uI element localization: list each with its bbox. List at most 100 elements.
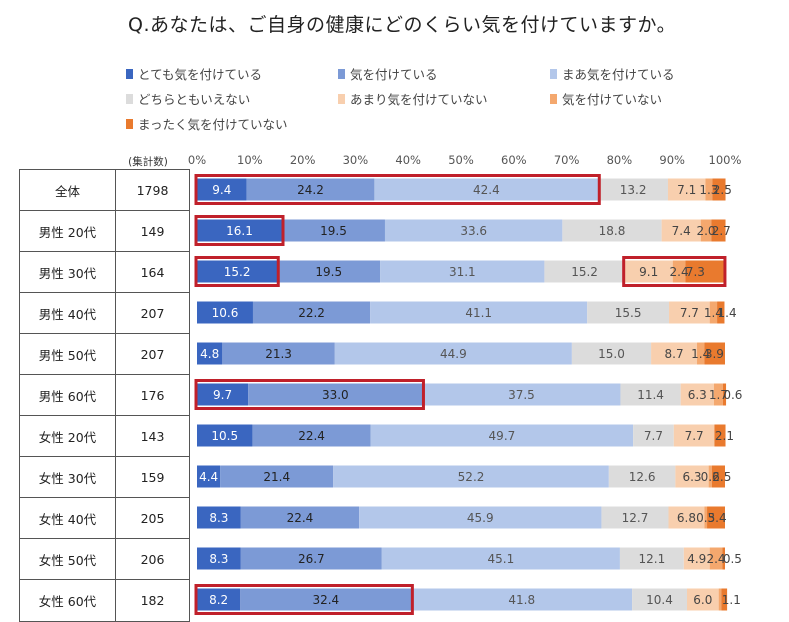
bar-segment (712, 178, 726, 201)
bar-segment (587, 301, 670, 324)
legend-swatch (126, 118, 133, 129)
bar-segment (704, 506, 708, 529)
bar-segment (709, 547, 723, 570)
row-label: 女性 60代 (20, 580, 116, 621)
row-count: 164 (140, 265, 165, 280)
data-label: 1.1 (722, 593, 741, 607)
data-label: 12.1 (639, 552, 666, 566)
row-label: 男性 30代 (20, 252, 116, 293)
data-label: 21.3 (265, 347, 292, 361)
bar-segment (240, 588, 412, 611)
data-label: 22.4 (287, 511, 314, 525)
data-label: 9.7 (213, 388, 232, 402)
legend-label: とても気を付けている (138, 67, 263, 82)
highlight-box (194, 174, 601, 205)
data-label: 2.4 (706, 552, 725, 566)
bar-segment (240, 547, 382, 570)
bar-segment (277, 260, 381, 283)
data-label: 24.2 (297, 183, 324, 197)
data-label: 3.9 (705, 347, 724, 361)
row-divider (20, 456, 189, 457)
data-label: 7.7 (644, 429, 663, 443)
bar-segment (711, 465, 725, 488)
legend-item: とても気を付けている (126, 64, 262, 83)
bar-segment (680, 383, 714, 406)
bar-segment (601, 506, 669, 529)
bar-segment (711, 219, 726, 242)
row-count: 176 (140, 388, 165, 403)
legend-item: どちらともいえない (126, 89, 250, 108)
legend: とても気を付けている 気を付けている まあ気を付けているどちらともいえない あまり気を… (126, 60, 726, 140)
row-label: 男性 40代 (20, 293, 116, 334)
bar-segment (717, 301, 725, 324)
bar-segment (197, 506, 241, 529)
data-label: 6.8 (677, 511, 696, 525)
data-label: 16.1 (226, 224, 253, 238)
legend-swatch (550, 93, 557, 104)
data-label: 22.2 (298, 306, 325, 320)
data-label: 19.5 (315, 265, 342, 279)
legend-swatch (126, 93, 133, 104)
row-divider (20, 210, 189, 211)
bar-segment (220, 465, 334, 488)
data-label: 7.3 (686, 265, 705, 279)
bar-segment (197, 465, 221, 488)
data-label: 21.4 (263, 470, 290, 484)
data-label: 7.4 (672, 224, 691, 238)
data-label: 15.2 (571, 265, 598, 279)
bar-segment (619, 547, 684, 570)
bar-segment (544, 260, 625, 283)
row-label: 女性 20代 (20, 416, 116, 457)
data-label: 4.9 (687, 552, 706, 566)
data-label: 15.0 (598, 347, 625, 361)
bar-segment (683, 547, 710, 570)
data-label: 1.3 (699, 183, 718, 197)
row-label: 男性 20代 (20, 211, 116, 252)
bar-segment (197, 588, 241, 611)
bar-segment (722, 547, 725, 570)
data-label: 0.5 (696, 511, 715, 525)
highlight-box (194, 584, 414, 615)
bar-segment (197, 301, 253, 324)
bar-segment (721, 588, 728, 611)
bar-segment (632, 588, 687, 611)
row-label: 男性 50代 (20, 334, 116, 375)
data-label: 7.7 (680, 306, 699, 320)
x-tick-label: 0% (188, 153, 206, 167)
row-divider (20, 538, 189, 539)
legend-label: 気を付けている (350, 67, 438, 82)
bar-segment (651, 342, 698, 365)
bar-segment (197, 260, 278, 283)
x-tick-label: 30% (343, 153, 369, 167)
row-divider (20, 579, 189, 580)
row-divider (20, 497, 189, 498)
legend-swatch (550, 68, 557, 79)
bar-segment (669, 301, 710, 324)
row-count: 205 (140, 511, 165, 526)
bar-segment (197, 342, 223, 365)
data-label: 41.1 (465, 306, 492, 320)
x-tick-label: 90% (659, 153, 685, 167)
data-label: 8.7 (665, 347, 684, 361)
data-label: 12.7 (622, 511, 649, 525)
legend-item: あまり気を付けていない (338, 89, 488, 108)
legend-item: まあ気を付けている (550, 64, 675, 83)
x-tick-label: 60% (501, 153, 527, 167)
data-label: 13.2 (620, 183, 647, 197)
bar-segment (248, 383, 423, 406)
bar-segment (370, 424, 634, 447)
bar-segment (197, 383, 249, 406)
respondent-table: 全体 1798 男性 20代 149 男性 30代 164 男性 40代 207 男性 50代 2… (19, 169, 190, 622)
bar-segment (672, 260, 686, 283)
data-label: 2.4 (670, 265, 689, 279)
bar-segment (411, 588, 633, 611)
data-label: 31.1 (449, 265, 476, 279)
data-label: 15.2 (224, 265, 251, 279)
bar-segment (633, 424, 674, 447)
data-label: 45.9 (467, 511, 494, 525)
data-label: 33.6 (460, 224, 487, 238)
data-label: 0.5 (723, 552, 742, 566)
legend-label: あまり気を付けていない (350, 92, 488, 107)
data-label: 3.4 (708, 511, 727, 525)
row-count: 1798 (136, 183, 169, 198)
